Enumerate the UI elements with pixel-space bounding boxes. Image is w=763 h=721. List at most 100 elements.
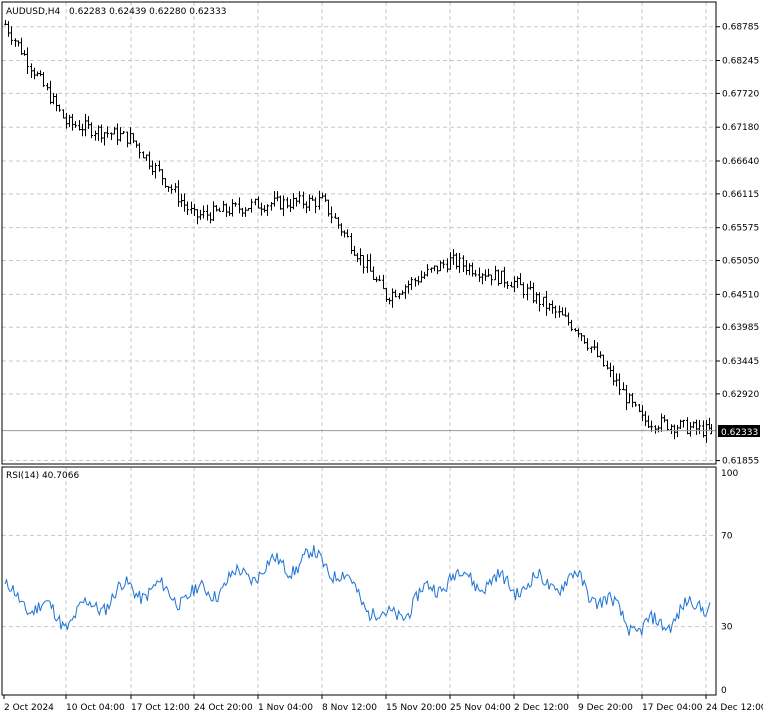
ohlc-bar[interactable] — [161, 169, 164, 186]
ohlc-bar[interactable] — [14, 38, 17, 47]
ohlc-bar[interactable] — [446, 258, 449, 273]
ohlc-bar[interactable] — [686, 417, 689, 435]
ohlc-bar[interactable] — [692, 421, 695, 429]
ohlc-bar[interactable] — [10, 26, 13, 45]
ohlc-bar[interactable] — [359, 248, 362, 266]
ohlc-bar[interactable] — [660, 413, 663, 432]
ohlc-bar[interactable] — [55, 93, 58, 112]
ohlc-bar[interactable] — [465, 260, 468, 275]
ohlc-bar[interactable] — [190, 201, 193, 214]
ohlc-bar[interactable] — [382, 274, 385, 290]
ohlc-bar[interactable] — [602, 354, 605, 367]
ohlc-bar[interactable] — [148, 151, 151, 170]
ohlc-bar[interactable] — [455, 252, 458, 270]
ohlc-bar[interactable] — [420, 270, 423, 283]
ohlc-bar[interactable] — [209, 212, 212, 224]
ohlc-bar[interactable] — [330, 206, 333, 224]
ohlc-bar[interactable] — [433, 265, 436, 272]
ohlc-bar[interactable] — [356, 252, 359, 263]
ohlc-bar[interactable] — [292, 193, 295, 210]
ohlc-bar[interactable] — [666, 419, 669, 431]
ohlc-bar[interactable] — [510, 281, 513, 288]
ohlc-bar[interactable] — [458, 252, 461, 273]
ohlc-bar[interactable] — [71, 113, 74, 131]
ohlc-bar[interactable] — [263, 205, 266, 213]
ohlc-bar[interactable] — [657, 425, 660, 433]
ohlc-bar[interactable] — [548, 302, 551, 311]
ohlc-bar[interactable] — [593, 339, 596, 351]
ohlc-bar[interactable] — [270, 201, 273, 211]
ohlc-bar[interactable] — [577, 328, 580, 338]
ohlc-bar[interactable] — [231, 199, 234, 217]
ohlc-bar[interactable] — [487, 268, 490, 277]
ohlc-bar[interactable] — [679, 419, 682, 429]
ohlc-bar[interactable] — [222, 200, 225, 212]
ohlc-bar[interactable] — [308, 194, 311, 212]
ohlc-bar[interactable] — [17, 40, 20, 47]
ohlc-bar[interactable] — [481, 273, 484, 285]
ohlc-bar[interactable] — [39, 70, 42, 77]
ohlc-bar[interactable] — [474, 269, 477, 277]
ohlc-bar[interactable] — [318, 190, 321, 210]
ohlc-bar[interactable] — [4, 20, 7, 26]
ohlc-bar[interactable] — [615, 373, 618, 387]
ohlc-bar[interactable] — [321, 192, 324, 199]
ohlc-bar[interactable] — [314, 197, 317, 214]
ohlc-bar[interactable] — [151, 160, 154, 175]
ohlc-bar[interactable] — [542, 296, 545, 307]
ohlc-bar[interactable] — [199, 209, 202, 220]
ohlc-bar[interactable] — [90, 122, 93, 139]
ohlc-bar[interactable] — [500, 270, 503, 285]
ohlc-bar[interactable] — [122, 130, 125, 135]
ohlc-bar[interactable] — [497, 269, 500, 286]
ohlc-bar[interactable] — [138, 142, 141, 159]
ohlc-bar[interactable] — [436, 265, 439, 275]
ohlc-bar[interactable] — [471, 262, 474, 277]
ohlc-bar[interactable] — [113, 126, 116, 135]
ohlc-bar[interactable] — [170, 184, 173, 194]
ohlc-bar[interactable] — [554, 305, 557, 319]
ohlc-bar[interactable] — [698, 419, 701, 435]
ohlc-bar[interactable] — [78, 120, 81, 131]
ohlc-bar[interactable] — [279, 195, 282, 210]
ohlc-bar[interactable] — [423, 271, 426, 279]
ohlc-bar[interactable] — [484, 269, 487, 281]
ohlc-bar[interactable] — [407, 280, 410, 294]
ohlc-bar[interactable] — [574, 328, 577, 332]
ohlc-bar[interactable] — [529, 280, 532, 290]
ohlc-bar[interactable] — [561, 307, 564, 316]
ohlc-bar[interactable] — [20, 37, 23, 55]
ohlc-bar[interactable] — [218, 207, 221, 212]
ohlc-bar[interactable] — [206, 204, 209, 221]
ohlc-bar[interactable] — [468, 263, 471, 276]
ohlc-bar[interactable] — [250, 198, 253, 213]
ohlc-bar[interactable] — [350, 232, 353, 254]
ohlc-bar[interactable] — [522, 282, 525, 299]
ohlc-bar[interactable] — [535, 292, 538, 304]
ohlc-bar[interactable] — [378, 275, 381, 282]
ohlc-bar[interactable] — [343, 230, 346, 238]
ohlc-bar[interactable] — [705, 419, 708, 443]
ohlc-bar[interactable] — [260, 202, 263, 216]
ohlc-bar[interactable] — [644, 411, 647, 427]
ohlc-bar[interactable] — [238, 197, 241, 214]
ohlc-bar[interactable] — [334, 213, 337, 219]
ohlc-bar[interactable] — [670, 424, 673, 434]
ohlc-bar[interactable] — [618, 373, 621, 395]
ohlc-bar[interactable] — [439, 260, 442, 272]
ohlc-bar[interactable] — [311, 195, 314, 201]
ohlc-bar[interactable] — [362, 255, 365, 274]
ohlc-bar[interactable] — [154, 162, 157, 179]
ohlc-bar[interactable] — [532, 282, 535, 304]
ohlc-bar[interactable] — [641, 405, 644, 422]
ohlc-bar[interactable] — [430, 267, 433, 273]
ohlc-bar[interactable] — [606, 360, 609, 370]
ohlc-bar[interactable] — [622, 382, 625, 391]
ohlc-bar[interactable] — [590, 346, 593, 353]
ohlc-bar[interactable] — [97, 125, 100, 141]
ohlc-bar[interactable] — [36, 71, 39, 77]
ohlc-bar[interactable] — [708, 417, 711, 430]
ohlc-bar[interactable] — [212, 201, 215, 221]
ohlc-bar[interactable] — [366, 254, 369, 273]
ohlc-bar[interactable] — [564, 307, 567, 317]
